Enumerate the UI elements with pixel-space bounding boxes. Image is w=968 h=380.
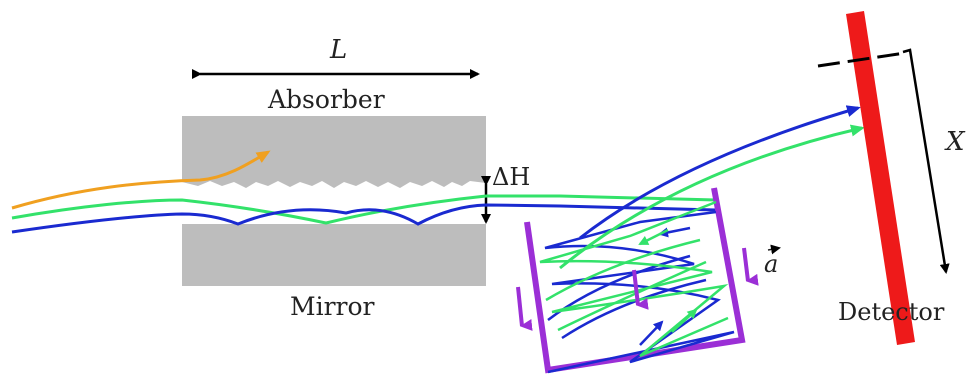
blue-up-arrow (639, 320, 664, 346)
acceleration-vector-mark (767, 244, 781, 255)
detector-label: Detector (838, 298, 945, 326)
green-exit-trajectory (559, 124, 865, 270)
gap-label: ΔH (492, 163, 530, 191)
green-bounce-curves (545, 238, 707, 332)
vibration-arrow-right (742, 247, 759, 286)
detector-bar (846, 11, 915, 345)
acceleration-label: a (764, 250, 778, 278)
reference-dashed-line (817, 51, 906, 68)
mirror-block (182, 224, 486, 286)
position-axis (902, 48, 950, 274)
absorber-block (182, 116, 486, 188)
vibration-arrow-left (516, 286, 533, 331)
blue-direction-arrow (658, 226, 691, 238)
green-trajectory (11, 194, 717, 225)
blue-trajectory (11, 203, 717, 234)
orange-trajectory (11, 150, 271, 210)
absorber-label: Absorber (267, 85, 385, 114)
green-direction-arrow (638, 228, 669, 246)
length-label: L (329, 35, 347, 65)
position-label: X (944, 127, 966, 157)
green-bounce-path (539, 200, 729, 358)
green-up-arrow (671, 308, 698, 333)
blue-exit-trajectory (579, 105, 861, 240)
vibration-arrow-middle (632, 269, 649, 310)
mirror-label: Mirror (290, 292, 375, 321)
blue-bounce-path (544, 210, 735, 374)
